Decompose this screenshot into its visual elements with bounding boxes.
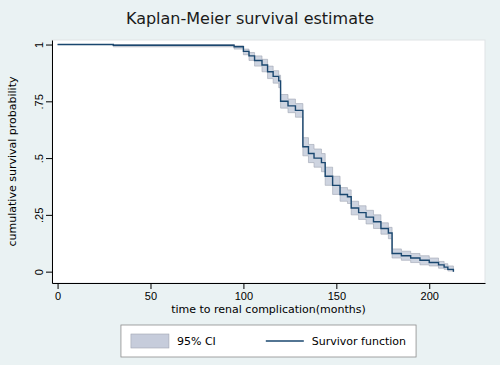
plot: 0 50 100 150 200 0 .25 .5 .75 1	[33, 40, 486, 302]
x-axis-title: time to renal complication(months)	[171, 303, 366, 316]
legend-box	[121, 325, 416, 357]
y-tick: 0	[33, 269, 52, 275]
x-tick: 100	[235, 283, 253, 302]
legend-label: 95% CI	[177, 335, 216, 348]
y-tick-label: 0	[33, 269, 45, 275]
background	[0, 0, 500, 365]
legend-item: Survivor function	[266, 335, 406, 348]
x-tick-label: 100	[235, 290, 253, 302]
legend-label: Survivor function	[312, 335, 406, 348]
x-tick-label: 200	[421, 290, 439, 302]
x-tick-label: 50	[145, 290, 157, 302]
y-axis-line	[52, 41, 53, 284]
legend: 95% CI Survivor function	[121, 325, 416, 357]
x-tick-mark	[58, 283, 59, 289]
y-tick: .75	[33, 94, 52, 109]
y-tick-label: .75	[33, 94, 45, 109]
marks	[58, 45, 454, 272]
title: Kaplan-Meier survival estimate	[126, 9, 374, 28]
x-axis-line	[53, 283, 486, 284]
ci-band	[58, 45, 454, 272]
plot-area	[52, 40, 485, 283]
x-tick: 200	[421, 283, 439, 302]
y-tick-label: 1	[33, 42, 45, 48]
chart: 0 50 100 150 200 0 .25 .5 .75 1 Kaplan-Meier survi…	[0, 0, 500, 365]
y-tick-mark	[46, 215, 52, 216]
legend-swatch	[266, 340, 304, 341]
y-tick-mark	[46, 272, 52, 273]
y-tick: .5	[33, 154, 52, 163]
y-axis: 0 .25 .5 .75 1	[33, 41, 53, 284]
y-tick-label: .25	[33, 208, 45, 223]
x-axis: 0 50 100 150 200	[53, 283, 486, 302]
legend-swatch	[131, 334, 169, 348]
legend-item: 95% CI	[131, 334, 216, 348]
x-tick-mark	[429, 283, 430, 289]
y-tick: 1	[33, 42, 52, 48]
y-tick-label: .5	[33, 154, 45, 163]
y-axis-title: cumulative survival probability	[6, 76, 19, 246]
x-tick: 50	[145, 283, 157, 302]
y-tick: .25	[33, 208, 52, 223]
x-tick-mark	[336, 283, 337, 289]
survivor-line	[58, 45, 454, 272]
y-tick-mark	[46, 158, 52, 159]
y-tick-mark	[46, 101, 52, 102]
x-tick-label: 0	[55, 290, 61, 302]
x-tick-mark	[243, 283, 244, 289]
y-tick-mark	[46, 45, 52, 46]
x-tick-label: 150	[328, 290, 346, 302]
x-tick: 0	[55, 283, 61, 302]
x-tick-mark	[150, 283, 151, 289]
x-tick: 150	[328, 283, 346, 302]
